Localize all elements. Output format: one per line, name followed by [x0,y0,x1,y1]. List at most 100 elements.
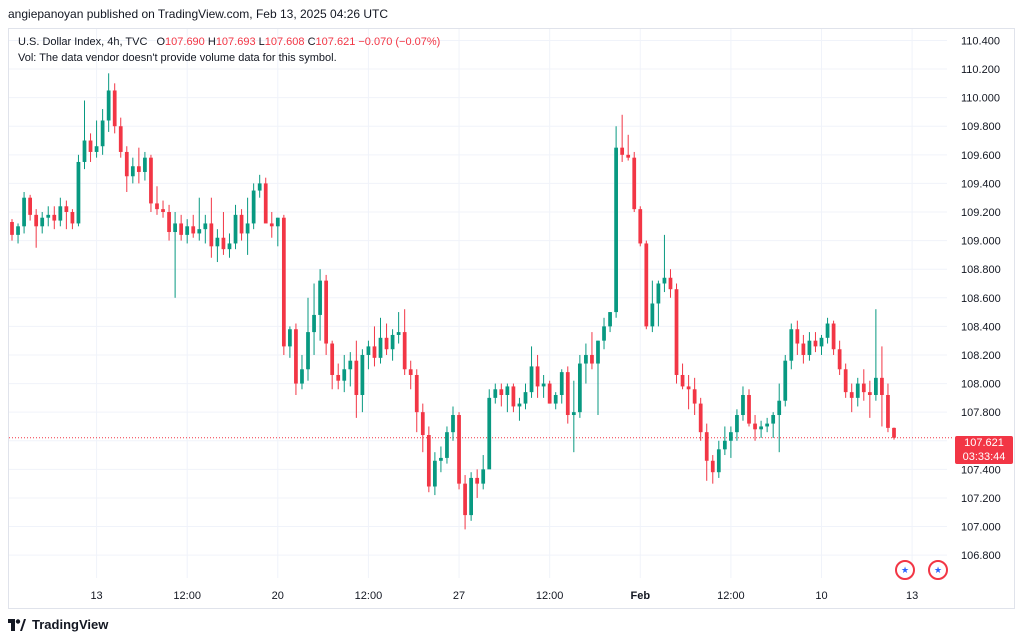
candles [10,73,896,530]
candle-body [179,223,184,235]
candle-body [535,366,540,387]
time-tick-label: 12:00 [717,590,745,602]
time-tick-label: 12:00 [173,590,201,602]
candle [330,340,335,390]
candle-body [819,337,824,347]
candle [354,340,359,418]
candle [783,354,788,407]
price-tick-label: 108.200 [961,350,1001,362]
candle-body [275,217,280,227]
candle-body [420,412,425,436]
open-value: 107.690 [165,36,205,48]
candle-body [300,369,304,384]
candle-body [559,372,564,395]
candle-body [306,332,310,370]
chart-frame[interactable] [8,28,1015,609]
candle [366,340,371,370]
price-tick-label: 109.600 [961,150,1001,162]
candle [813,332,818,353]
candle [390,329,395,361]
tradingview-footer[interactable]: TradingView [8,617,108,632]
candle-body [584,354,588,364]
candle [445,426,449,464]
candle [529,346,534,398]
candle [312,283,316,355]
price-tick-label: 107.400 [961,464,1001,476]
candle-body [318,280,322,315]
candle-body [354,360,359,395]
candle-body [245,223,250,234]
time-axis: 13 12:00 20 12:00 27 12:00 Feb 12:00 10 13 [90,590,918,602]
candle [511,383,516,413]
us-flag-event-icon[interactable]: ★ [895,560,915,580]
candle-body [880,377,884,395]
price-tick-label: 107.200 [961,493,1001,505]
candle-body [837,349,842,370]
close-label: C [307,36,316,48]
high-label: H [207,36,216,48]
candle [173,212,177,298]
candle [76,154,81,227]
candle [469,472,473,521]
candle-body [886,395,890,428]
candle-body [124,151,129,177]
price-tick-label: 108.600 [961,293,1001,305]
candle [861,369,866,401]
candle [777,383,782,453]
candle-body [10,222,14,235]
candle [433,452,437,496]
tradingview-logo-icon [8,618,26,631]
candle-body [698,403,703,433]
candle-body [52,214,57,221]
candle [553,392,558,410]
volume-note: Vol: The data vendor doesn't provide vol… [18,52,337,64]
candle-body [469,477,473,516]
candle-body [638,209,643,244]
candle [819,334,824,355]
candle-body [644,243,649,327]
candle-body [408,369,413,375]
candle-body [692,389,697,404]
candle [638,206,643,247]
candle [457,412,461,490]
candle-body [529,366,534,393]
candle-body [348,360,353,370]
candle [837,340,842,375]
price-tick-label: 107.800 [961,407,1001,419]
time-tick-label: 27 [453,590,465,602]
candle [130,157,135,184]
us-flag-event-icon[interactable]: ★ [928,560,948,580]
candle [487,389,492,470]
candle [735,409,739,441]
candle-body [783,360,788,401]
candle-body [149,157,153,204]
candle-body [70,212,75,224]
candle-body [765,423,770,427]
candle [372,326,377,367]
publish-header: angiepanoyan published on TradingView.co… [8,7,389,21]
candle-body [849,392,854,398]
candle [439,446,443,473]
candle-body [203,223,208,230]
candle [64,200,69,230]
candle-body [269,223,274,227]
candle [294,323,298,395]
candle [523,383,528,410]
last-price-value: 107.621 [964,437,1004,449]
candle-body [807,340,812,355]
candle [275,217,280,247]
candle [499,383,504,407]
candle-body [759,426,763,430]
candle-body [831,323,836,350]
candle [112,83,117,134]
candle-body [215,237,220,247]
candle [414,369,419,433]
candle [632,151,637,212]
candle [378,317,383,364]
candle [384,323,389,355]
candle-body [481,469,486,484]
candle [82,100,87,170]
candle-body [209,223,214,247]
candle [825,317,830,344]
